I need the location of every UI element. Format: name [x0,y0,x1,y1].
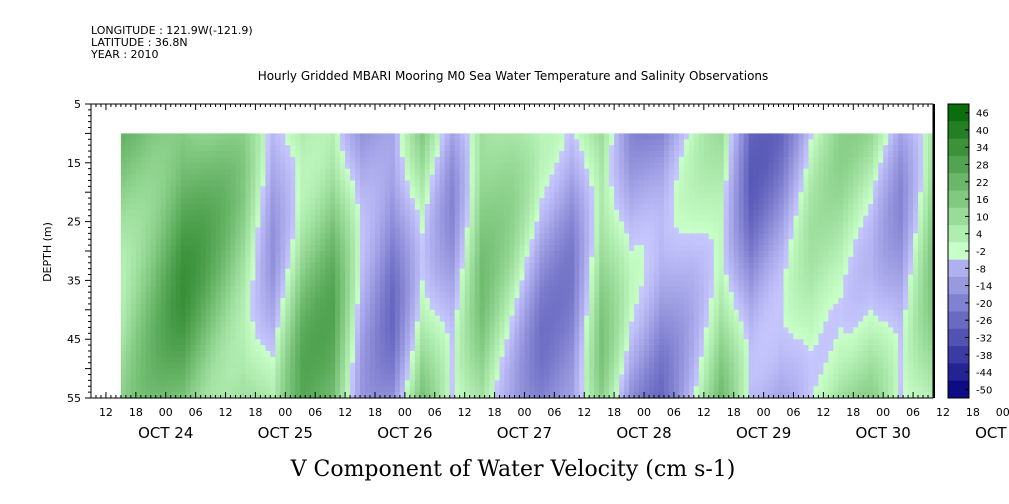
colorbar-label: -26 [976,316,992,327]
x-tick-label: 18 [966,406,980,419]
x-tick-label: 00 [996,406,1009,419]
y-tick-label: 15 [67,157,81,170]
colorbar-band [948,173,969,191]
colorbar-label: -20 [976,299,992,310]
colorbar-band [948,207,969,226]
x-tick-label: 00 [637,406,651,419]
colorbar-band [948,380,969,399]
x-axis-label: V Component of Water Velocity (cm s-1) [290,457,736,482]
x-tick-label: 18 [488,406,502,419]
x-tick-label: 18 [846,406,860,419]
x-tick-label: 06 [906,406,920,419]
x-tick-label: 12 [338,406,352,419]
x-tick-label: 18 [607,406,621,419]
y-tick-label: 35 [67,274,81,287]
x-tick-label: 06 [308,406,322,419]
colorbar-band [948,121,969,140]
y-tick-label: 45 [67,333,81,346]
latitude-label: LATITUDE : 36.8N [91,36,188,49]
colorbar-band [948,259,969,278]
colorbar-label: 4 [976,230,982,241]
x-tick-label: 00 [398,406,412,419]
x-tick-label: 00 [278,406,292,419]
x-tick-label: 00 [757,406,771,419]
x-day-label: OCT 25 [258,424,313,442]
colorbar-band [948,104,969,122]
colorbar-label: 34 [976,143,989,154]
x-day-label: OCT 24 [138,424,193,442]
x-axis: 12 18 00 06 12 18 00 06 12 18 00 06 12 18 00 06 12 18 00 06… [90,104,1009,442]
x-tick-label: 18 [129,406,143,419]
colorbar-label: 28 [976,161,989,172]
year-label: YEAR : 2010 [90,48,159,61]
colorbar-label: -8 [976,264,986,275]
x-day-label: OCT 28 [616,424,671,442]
colorbar-label: -44 [976,368,992,379]
colorbar-label: 46 [976,109,989,120]
x-tick-label: 12 [936,406,950,419]
x-tick-label: 18 [727,406,741,419]
y-axis-label: DEPTH (m) [41,222,54,282]
y-axis: 5 15 25 35 45 55 [67,98,91,405]
colorbar-band [948,294,969,313]
x-tick-label: 00 [159,406,173,419]
x-day-label: OCT 29 [736,424,791,442]
chart-title: Hourly Gridded MBARI Mooring M0 Sea Wate… [258,69,769,83]
x-tick-label: 06 [428,406,442,419]
x-day-label: OCT 31 [975,424,1009,442]
colorbar-band [948,311,969,330]
x-tick-label: 12 [99,406,113,419]
heatmap-field [120,133,934,399]
x-tick-label: 06 [189,406,203,419]
colorbar-band [948,225,969,243]
colorbar-label: -32 [976,333,992,344]
colorbar-band [948,346,969,364]
colorbar: 46 40 34 28 22 16 10 4 -2 -8 -14 -20 -26 -32 -38 -44 -50 [947,103,992,399]
x-day-label: OCT 26 [377,424,432,442]
x-tick-label: 12 [577,406,591,419]
x-day-label: OCT 30 [856,424,911,442]
x-tick-label: 18 [248,406,262,419]
colorbar-label: -2 [976,247,986,258]
y-tick-label: 55 [67,392,81,405]
y-tick-label: 5 [74,98,81,111]
colorbar-band [948,242,969,261]
x-tick-label: 00 [517,406,531,419]
colorbar-label: 10 [976,212,989,223]
colorbar-label: -14 [976,282,992,293]
colorbar-band [948,276,969,295]
header-info: LONGITUDE : 121.9W(-121.9) LATITUDE : 36… [90,24,253,61]
x-tick-label: 06 [786,406,800,419]
colorbar-label: -38 [976,351,992,362]
colorbar-label: -50 [976,385,992,396]
colorbar-label: 22 [976,178,989,189]
y-tick-label: 25 [67,216,81,229]
colorbar-band [948,155,969,174]
x-day-label: OCT 27 [497,424,552,442]
colorbar-band [948,363,969,382]
x-tick-label: 12 [219,406,233,419]
x-tick-label: 12 [816,406,830,419]
x-tick-label: 06 [667,406,681,419]
x-tick-label: 06 [547,406,561,419]
x-tick-label: 12 [697,406,711,419]
x-tick-label: 18 [368,406,382,419]
x-tick-label: 00 [876,406,890,419]
x-tick-label: 12 [458,406,472,419]
colorbar-band [948,190,969,209]
colorbar-band [948,138,969,157]
colorbar-label: 16 [976,195,989,206]
colorbar-label: 40 [976,126,989,137]
longitude-label: LONGITUDE : 121.9W(-121.9) [91,24,253,37]
colorbar-band [948,328,969,347]
